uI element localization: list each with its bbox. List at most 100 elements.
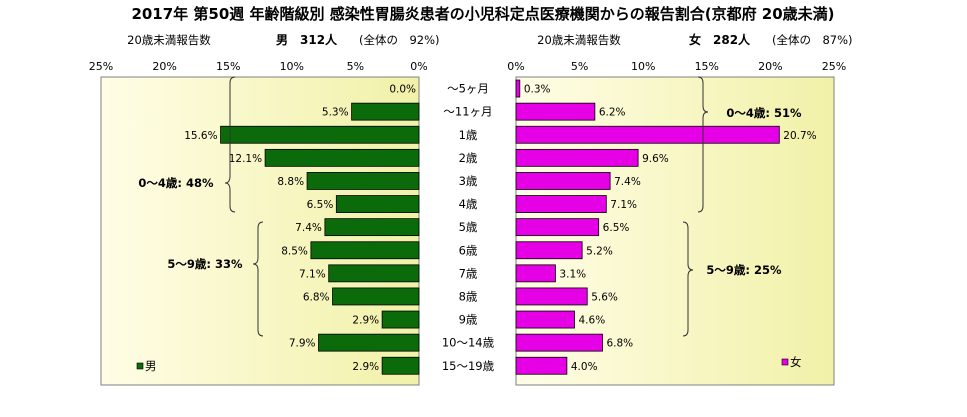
age-category-label: 8歳 xyxy=(459,289,478,303)
female-bar xyxy=(515,172,611,190)
female-x-tick: 10% xyxy=(631,60,655,73)
male-bar xyxy=(351,102,420,121)
male-group-brackets xyxy=(224,76,264,337)
male-x-tick: 25% xyxy=(89,60,113,73)
male-bar xyxy=(332,287,420,306)
male-bar xyxy=(381,310,420,329)
female-value-label: 6.8% xyxy=(606,338,633,350)
male-bar xyxy=(318,333,420,352)
female-value-label: 6.2% xyxy=(599,107,626,119)
male-bar xyxy=(264,148,420,167)
female-x-tick: 0% xyxy=(507,60,524,73)
female-bar xyxy=(515,264,556,283)
age-category-label: 1歳 xyxy=(459,128,478,142)
age-category-label: 7歳 xyxy=(459,266,478,280)
female-bar xyxy=(515,195,607,213)
male-bar xyxy=(220,125,420,144)
female-value-label: 9.6% xyxy=(642,153,669,165)
female-value-label: 7.4% xyxy=(614,176,641,188)
age-category-label: ～11ヶ月 xyxy=(443,105,492,119)
female-group-label-5-9: 5～9歳: 25% xyxy=(706,263,782,277)
male-value-label: 12.1% xyxy=(229,153,262,165)
female-x-axis: 0% 5% 10% 15% 20% 25% xyxy=(507,60,846,73)
age-category-label: 5歳 xyxy=(459,220,478,234)
chart-title: 2017年 第50週 年齢階級別 感染性胃腸炎患者の小児科定点医療機関からの報告… xyxy=(131,5,834,23)
male-x-tick: 5% xyxy=(347,60,364,73)
male-x-axis: 25% 20% 15% 10% 5% 0% xyxy=(89,60,428,73)
male-value-label: 7.9% xyxy=(289,338,316,350)
male-legend-swatch xyxy=(136,362,144,370)
age-category-label: 2歳 xyxy=(459,151,478,165)
male-x-tick: 0% xyxy=(410,60,427,73)
male-group-label-0-4: 0～4歳: 48% xyxy=(138,176,214,190)
male-bar xyxy=(306,172,420,190)
female-value-label: 6.5% xyxy=(603,222,630,234)
age-category-labels: ～5ヶ月 ～11ヶ月 1歳 2歳 3歳 4歳 5歳 6歳 7歳 8歳 9歳 10～14歳 15～19歳 xyxy=(442,82,495,373)
male-value-label: 5.3% xyxy=(322,107,349,119)
female-x-tick: 5% xyxy=(571,60,588,73)
female-bar xyxy=(515,333,603,352)
female-x-tick: 20% xyxy=(758,60,782,73)
age-category-label: 15～19歳 xyxy=(442,359,495,373)
male-bar xyxy=(328,264,420,283)
age-category-label: 3歳 xyxy=(459,174,478,188)
age-category-label: ～5ヶ月 xyxy=(447,82,489,96)
female-group-label-0-4: 0～4歳: 51% xyxy=(726,106,802,120)
female-group-brackets xyxy=(682,76,709,337)
female-header-count: 女 282人 xyxy=(689,32,751,47)
age-category-label: 10～14歳 xyxy=(442,336,495,350)
male-header-label: 20歳未満報告数 xyxy=(127,33,211,47)
male-value-label: 6.8% xyxy=(303,291,330,303)
female-header-share: (全体の 87%) xyxy=(772,33,853,47)
male-value-label: 7.1% xyxy=(299,268,326,280)
female-x-tick: 25% xyxy=(822,60,846,73)
male-value-label: 15.6% xyxy=(184,130,217,142)
male-value-label: 6.5% xyxy=(307,199,334,211)
female-bar xyxy=(515,241,583,260)
male-bar xyxy=(310,241,420,260)
male-x-tick: 10% xyxy=(280,60,304,73)
female-legend-label: 女 xyxy=(790,355,802,369)
female-x-tick: 15% xyxy=(695,60,719,73)
male-bar xyxy=(335,195,420,213)
female-bar xyxy=(515,218,600,237)
female-value-label: 4.0% xyxy=(571,361,598,373)
male-legend-label: 男 xyxy=(145,359,157,373)
female-value-label: 4.6% xyxy=(579,315,606,327)
female-bar xyxy=(515,287,588,306)
male-bar xyxy=(381,356,420,375)
male-value-label: 2.9% xyxy=(352,315,379,327)
female-value-label: 3.1% xyxy=(559,268,586,280)
female-value-label: 0.3% xyxy=(524,84,551,96)
male-group-label-5-9: 5～9歳: 33% xyxy=(167,257,243,271)
male-bars: 0.0% 5.3% 15.6% 12.1% 8.8%6.5% 7.4% 8.5% 7.1% 6.… xyxy=(184,84,420,375)
female-value-label: 20.7% xyxy=(783,130,816,142)
male-value-label: 2.9% xyxy=(352,361,379,373)
male-header-share: (全体の 92%) xyxy=(359,33,440,47)
age-category-label: 9歳 xyxy=(459,313,478,327)
female-bracket-0-4 xyxy=(697,76,709,213)
male-value-label: 8.8% xyxy=(277,176,304,188)
female-bars: 0.3% 6.2% 20.7% 9.6%7.4% 7.1% 6.5% 5.2%3.1% 5.6… xyxy=(515,79,817,375)
male-value-label: 7.4% xyxy=(295,222,322,234)
female-bar xyxy=(515,310,575,329)
female-bar xyxy=(515,79,521,98)
female-value-label: 5.2% xyxy=(586,245,613,257)
male-x-tick: 15% xyxy=(216,60,240,73)
male-value-label: 0.0% xyxy=(389,84,416,96)
female-legend-swatch xyxy=(781,358,789,366)
male-header-count: 男 312人 xyxy=(276,32,338,47)
female-bar xyxy=(515,125,780,144)
male-bar xyxy=(324,218,420,237)
age-category-label: 4歳 xyxy=(459,197,478,211)
female-bar xyxy=(515,356,568,375)
female-bar xyxy=(515,148,639,167)
age-category-label: 6歳 xyxy=(459,243,478,257)
female-value-label: 5.6% xyxy=(591,291,618,303)
male-bracket-5-9 xyxy=(252,221,264,337)
female-bar xyxy=(515,102,596,121)
male-bracket-0-4 xyxy=(224,76,236,213)
female-bracket-5-9 xyxy=(682,221,694,337)
